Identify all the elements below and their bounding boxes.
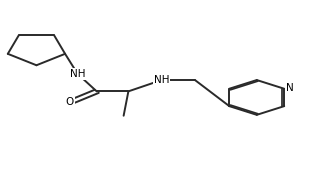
Text: NH: NH bbox=[70, 69, 85, 79]
Text: NH: NH bbox=[154, 75, 169, 85]
Text: N: N bbox=[286, 83, 294, 93]
Text: O: O bbox=[66, 97, 74, 107]
